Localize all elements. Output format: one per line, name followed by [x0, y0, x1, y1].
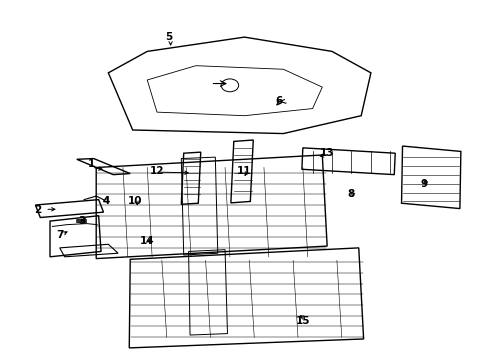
Text: 2: 2 — [34, 205, 41, 215]
Text: 8: 8 — [347, 189, 354, 199]
Text: 3: 3 — [78, 216, 85, 226]
Text: 6: 6 — [274, 96, 282, 107]
Text: 15: 15 — [295, 316, 309, 326]
Text: 5: 5 — [165, 32, 172, 42]
Text: 9: 9 — [420, 179, 427, 189]
Text: 4: 4 — [102, 197, 109, 206]
Text: 13: 13 — [319, 148, 334, 158]
Text: 10: 10 — [127, 197, 142, 206]
Text: 11: 11 — [237, 166, 251, 176]
Text: 7: 7 — [56, 230, 63, 240]
Text: 12: 12 — [149, 166, 164, 176]
Text: 1: 1 — [87, 159, 95, 169]
Text: 14: 14 — [140, 236, 154, 246]
